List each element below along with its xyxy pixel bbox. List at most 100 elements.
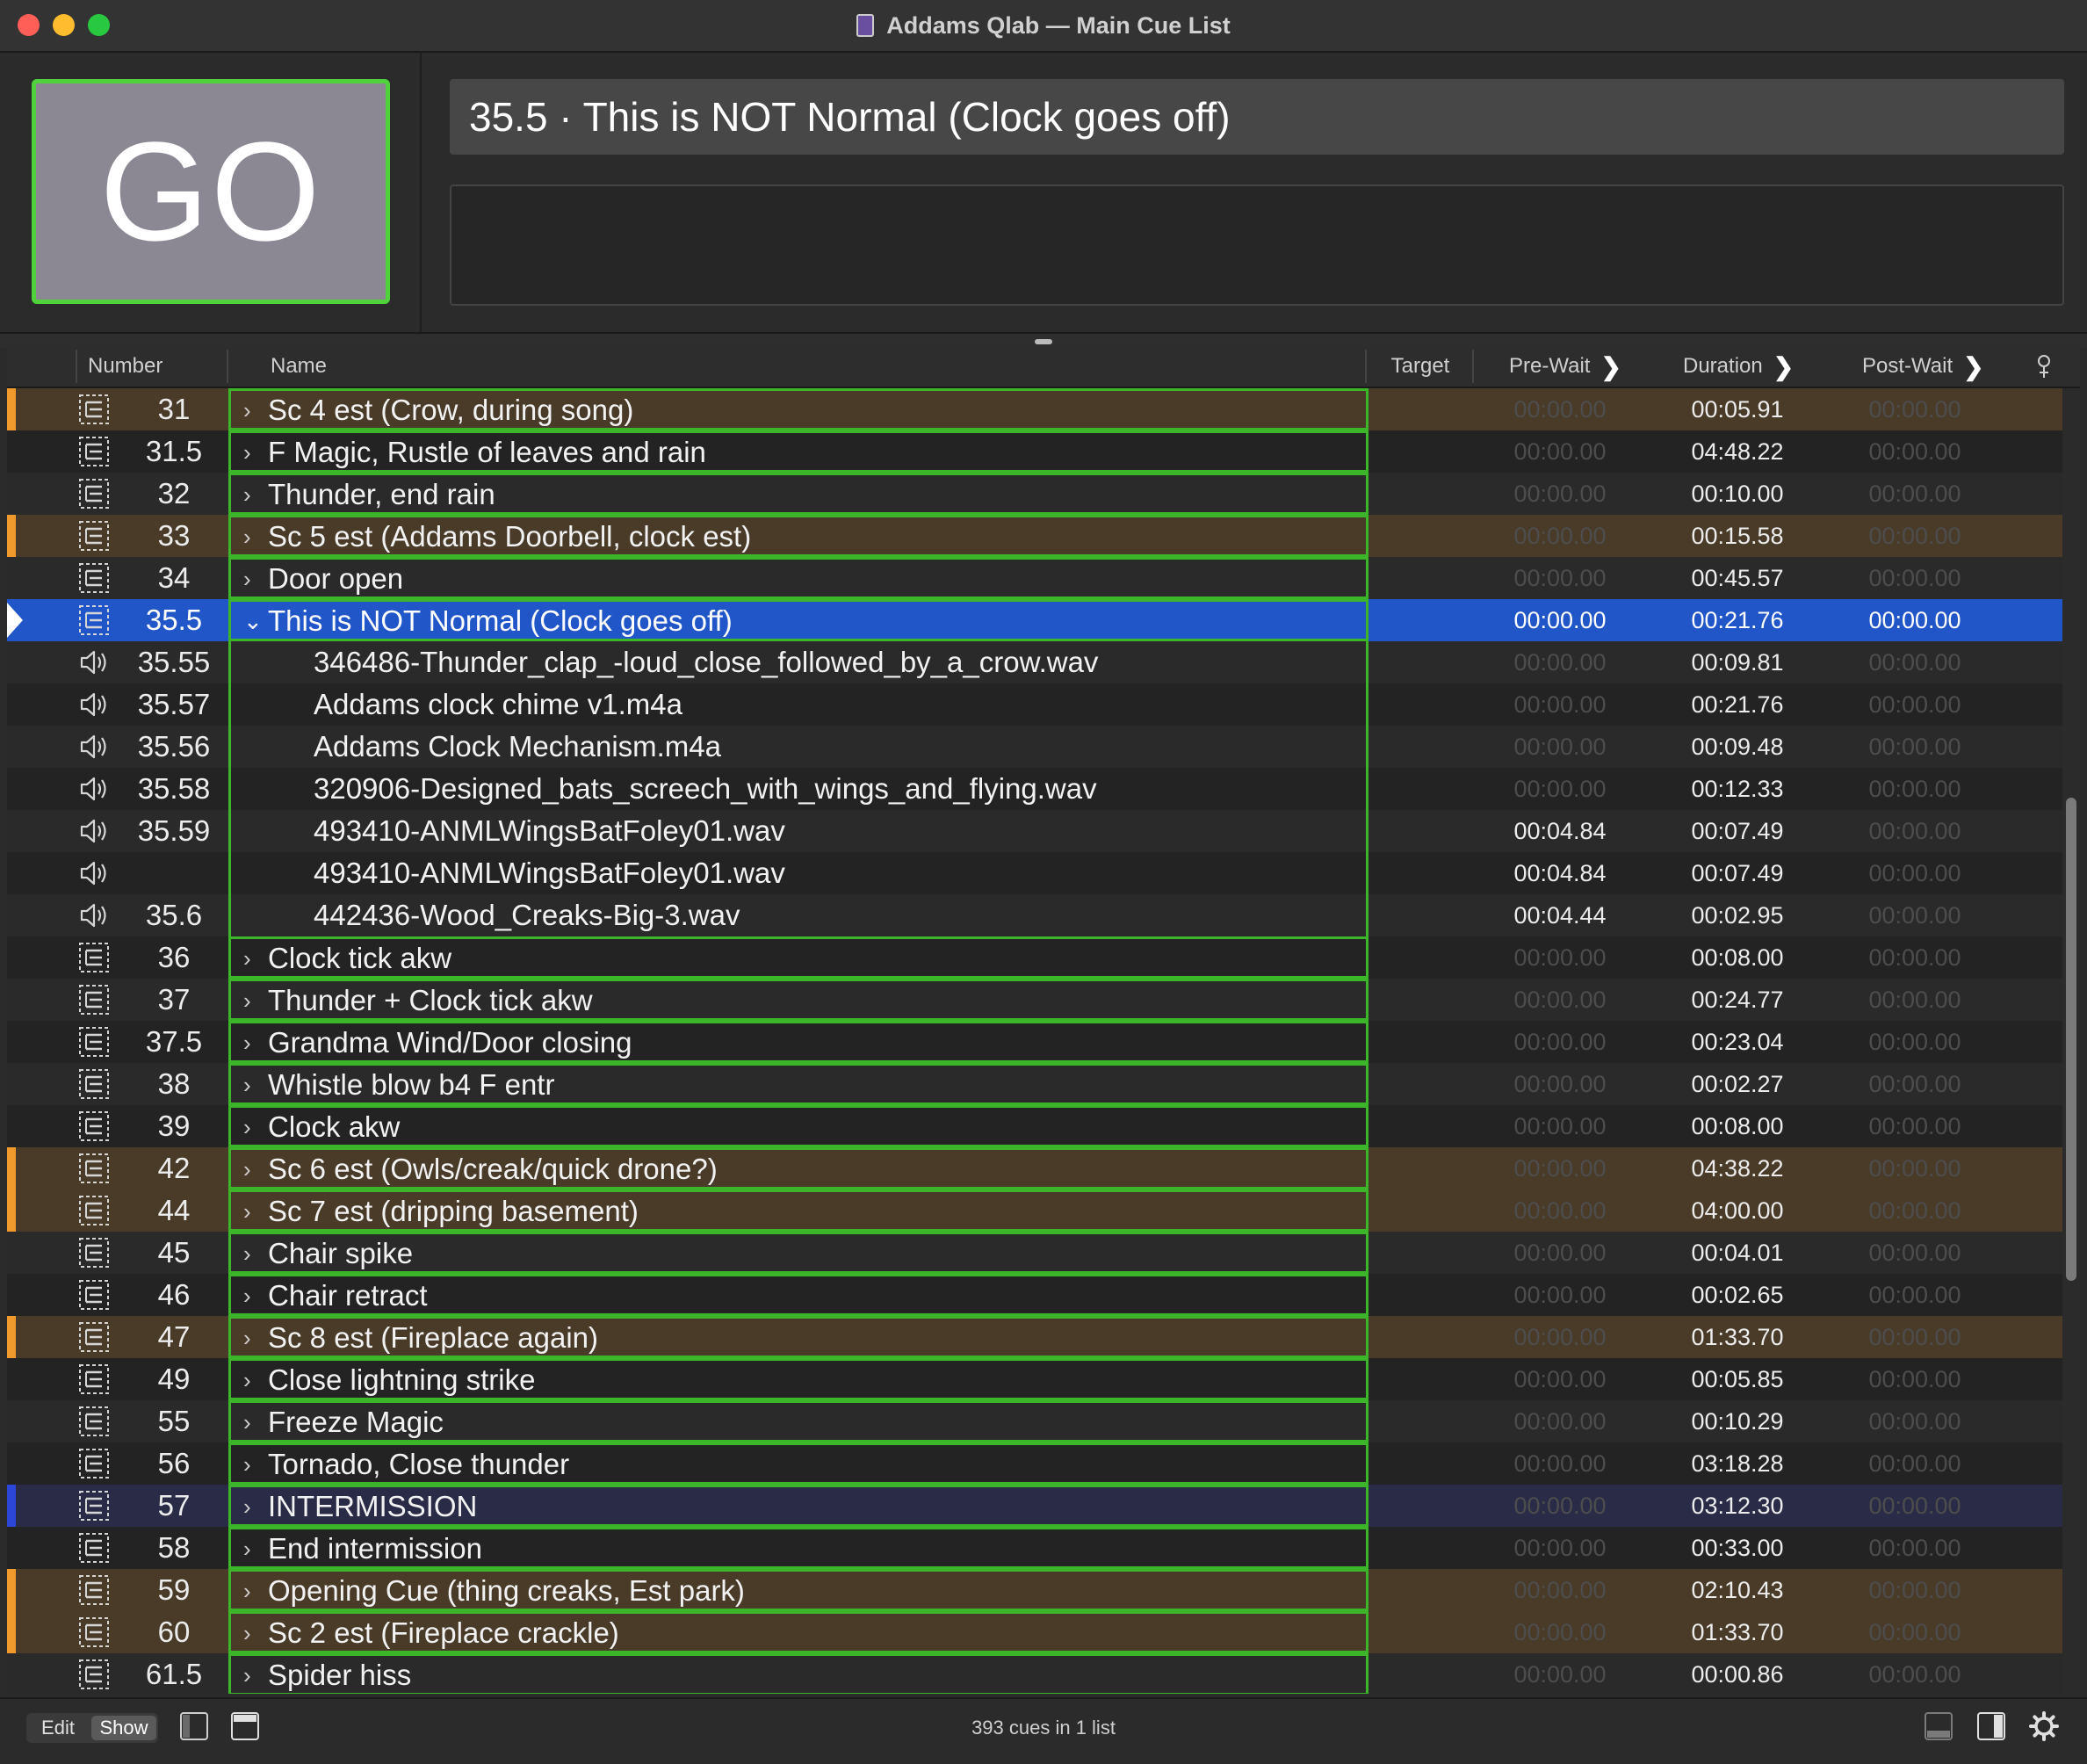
cue-row[interactable]: 33 › Sc 5 est (Addams Doorbell, clock est)… [7,515,2062,557]
cue-prewait[interactable]: 00:04.84 [1513,818,1607,844]
cue-prewait[interactable]: 00:00.00 [1513,438,1607,465]
cue-duration[interactable]: 00:04.01 [1691,1240,1784,1266]
cue-name-cell[interactable]: 320906-Designed_bats_screech_with_wings_… [228,768,1368,810]
cue-prewait[interactable]: 00:00.00 [1513,1324,1607,1350]
cue-number[interactable]: 31 [157,393,191,425]
chevron-right-icon[interactable]: › [243,1367,251,1393]
chevron-right-icon[interactable]: › [243,481,251,508]
cue-row[interactable]: 35.56 Addams Clock Mechanism.m4a 00:00.00 0… [7,726,2062,768]
cue-row[interactable]: 37 › Thunder + Clock tick akw 00:00.00 00:24… [7,979,2062,1021]
chevron-right-icon[interactable]: › [243,439,251,466]
cue-name-cell[interactable]: › Thunder + Clock tick akw [228,979,1368,1021]
cue-row[interactable]: 57 › INTERMISSION 00:00.00 03:12.30 00:00.00 [7,1485,2062,1527]
settings-button[interactable] [2029,1711,2059,1741]
cue-number[interactable]: 42 [157,1152,191,1184]
cue-number[interactable]: 44 [157,1194,191,1226]
chevron-right-icon[interactable]: › [243,1620,251,1646]
cue-number[interactable] [121,852,227,894]
cue-name-cell[interactable]: › Sc 4 est (Crow, during song) [228,388,1368,430]
cue-name-cell[interactable]: ⌄ This is NOT Normal (Clock goes off) [228,599,1368,641]
cue-duration[interactable]: 00:09.81 [1691,649,1784,676]
cue-number[interactable]: 49 [157,1363,191,1395]
cue-name-cell[interactable]: › Opening Cue (thing creaks, Est park) [228,1569,1368,1611]
cue-duration[interactable]: 00:15.58 [1691,523,1784,549]
chevron-right-icon[interactable]: › [243,1536,251,1562]
cue-row[interactable]: 49 › Close lightning strike 00:00.00 00:05.8… [7,1358,2062,1400]
chevron-right-icon[interactable]: › [243,566,251,592]
cue-name-cell[interactable]: › Whistle blow b4 F entr [228,1063,1368,1105]
cue-postwait[interactable]: 00:00.00 [1868,987,1961,1013]
chevron-right-icon[interactable]: › [243,524,251,550]
cue-row[interactable]: 35.55 346486-Thunder_clap_-loud_close_fol… [7,641,2062,683]
cue-prewait[interactable]: 00:00.00 [1513,1240,1607,1266]
cue-name-cell[interactable]: › Sc 6 est (Owls/creak/quick drone?) [228,1147,1368,1189]
chevron-right-icon[interactable]: › [243,397,251,423]
cue-name-cell[interactable]: › Chair spike [228,1232,1368,1274]
cue-duration[interactable]: 04:00.00 [1691,1197,1784,1224]
cue-postwait[interactable]: 00:00.00 [1868,1450,1961,1477]
cue-name-cell[interactable]: › Clock akw [228,1105,1368,1147]
cue-prewait[interactable]: 00:00.00 [1513,1197,1607,1224]
cue-postwait[interactable]: 00:00.00 [1868,1324,1961,1350]
cue-duration[interactable]: 03:12.30 [1691,1493,1784,1519]
cue-row[interactable]: 45 › Chair spike 00:00.00 00:04.01 00:00.00 [7,1232,2062,1274]
cue-duration[interactable]: 00:12.33 [1691,776,1784,802]
cue-name-cell[interactable]: › Sc 5 est (Addams Doorbell, clock est) [228,515,1368,557]
cue-prewait[interactable]: 00:00.00 [1513,607,1607,633]
cue-row[interactable]: 36 › Clock tick akw 00:00.00 00:08.00 00:00.0… [7,936,2062,979]
cue-row[interactable]: 31.5 › F Magic, Rustle of leaves and rain 0… [7,430,2062,473]
cue-prewait[interactable]: 00:04.44 [1513,902,1607,929]
cue-duration[interactable]: 00:33.00 [1691,1535,1784,1561]
chevron-right-icon[interactable]: › [243,1409,251,1435]
toggle-sidebar-left-button[interactable] [179,1711,209,1741]
cue-row[interactable]: 56 › Tornado, Close thunder 00:00.00 03:18.2… [7,1442,2062,1485]
chevron-right-icon[interactable]: › [243,945,251,972]
cue-name-cell[interactable]: › Sc 2 est (Fireplace crackle) [228,1611,1368,1653]
cue-duration[interactable]: 00:02.95 [1691,902,1784,929]
cue-prewait[interactable]: 00:04.84 [1513,860,1607,886]
chevron-right-icon[interactable]: › [243,987,251,1014]
cue-row[interactable]: 31 › Sc 4 est (Crow, during song) 00:00.00 0… [7,388,2062,430]
cue-name-cell[interactable]: › Freeze Magic [228,1400,1368,1442]
cue-prewait[interactable]: 00:00.00 [1513,565,1607,591]
cue-row[interactable]: 39 › Clock akw 00:00.00 00:08.00 00:00.00 [7,1105,2062,1147]
cue-prewait[interactable]: 00:00.00 [1513,1661,1607,1688]
cue-prewait[interactable]: 00:00.00 [1513,1408,1607,1435]
cue-row[interactable]: 35.57 Addams clock chime v1.m4a 00:00.00 00… [7,683,2062,726]
cue-duration[interactable]: 00:02.27 [1691,1071,1784,1097]
cue-postwait[interactable]: 00:00.00 [1868,1240,1961,1266]
cue-duration[interactable]: 01:33.70 [1691,1619,1784,1645]
cue-row[interactable]: 61.5 › Spider hiss 00:00.00 00:00.86 00:00.00 [7,1653,2062,1694]
cue-prewait[interactable]: 00:00.00 [1513,734,1607,760]
cue-name-cell[interactable]: › INTERMISSION [228,1485,1368,1527]
chevron-down-icon[interactable]: ⌄ [243,608,263,634]
cue-postwait[interactable]: 00:00.00 [1868,1197,1961,1224]
cue-number[interactable]: 56 [157,1447,191,1479]
zoom-window-button[interactable] [88,14,110,36]
chevron-right-icon[interactable]: › [243,1283,251,1309]
cue-name-cell[interactable]: › Sc 8 est (Fireplace again) [228,1316,1368,1358]
cue-prewait[interactable]: 00:00.00 [1513,1155,1607,1182]
toggle-inspector-button[interactable] [1924,1711,1953,1741]
cue-name-cell[interactable]: › Grandma Wind/Door closing [228,1021,1368,1063]
cue-prewait[interactable]: 00:00.00 [1513,1071,1607,1097]
cue-prewait[interactable]: 00:00.00 [1513,1577,1607,1603]
cue-prewait[interactable]: 00:00.00 [1513,481,1607,507]
cue-postwait[interactable]: 00:00.00 [1868,1029,1961,1055]
cue-number[interactable]: 34 [157,561,191,594]
cue-duration[interactable]: 00:23.04 [1691,1029,1784,1055]
cue-list-scrollbar[interactable] [2066,798,2076,1281]
cue-duration[interactable]: 00:07.49 [1691,818,1784,844]
cue-duration[interactable]: 04:48.22 [1691,438,1784,465]
cue-prewait[interactable]: 00:00.00 [1513,523,1607,549]
cue-postwait[interactable]: 00:00.00 [1868,1408,1961,1435]
chevron-right-icon[interactable]: › [243,1578,251,1604]
cue-row[interactable]: 35.58 320906-Designed_bats_screech_with_w… [7,768,2062,810]
cue-number[interactable]: 37.5 [145,1025,203,1058]
cue-postwait[interactable]: 00:00.00 [1868,1366,1961,1392]
cue-duration[interactable]: 00:10.00 [1691,481,1784,507]
chevron-right-icon[interactable]: › [243,1662,251,1688]
close-window-button[interactable] [18,14,40,36]
continue-mode-column-header[interactable] [2029,346,2059,387]
cue-name-cell[interactable]: › Sc 7 est (dripping basement) [228,1189,1368,1232]
